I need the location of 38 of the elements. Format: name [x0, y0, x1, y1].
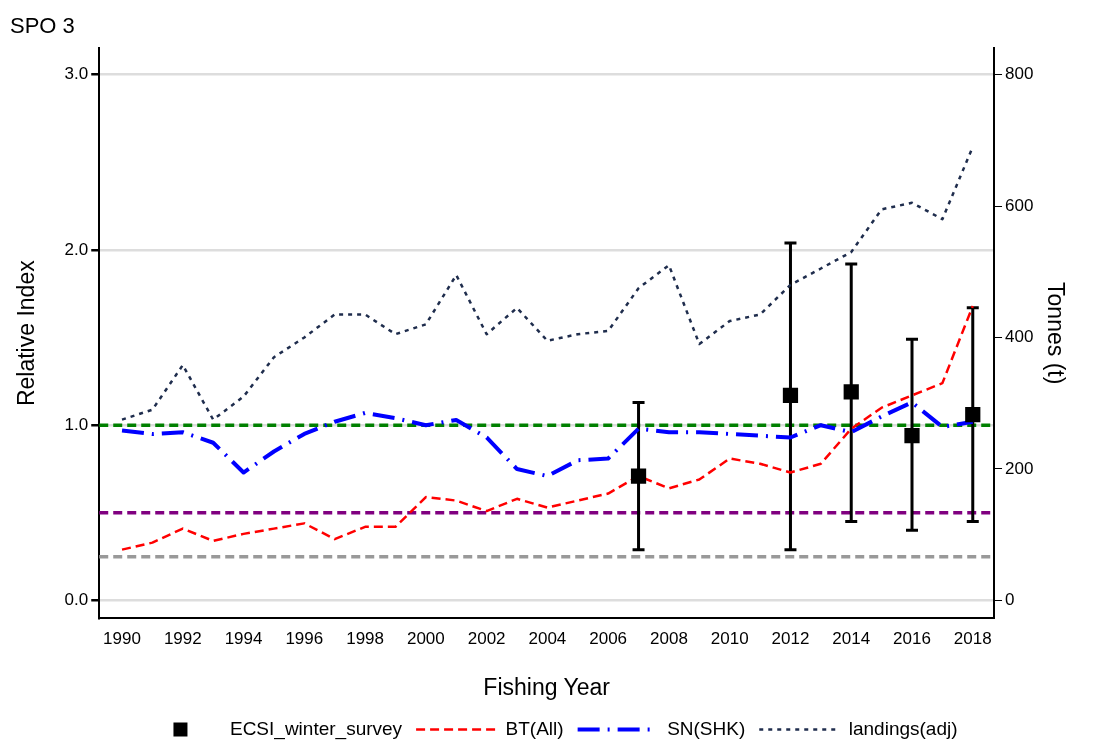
- x-tick-label: 1996: [285, 628, 324, 648]
- y2-tick-label: 400: [1005, 327, 1034, 347]
- x-tick-label: 2000: [406, 628, 445, 648]
- legend-label: BT(All): [505, 717, 564, 739]
- y-tick-label: 2.0: [64, 239, 89, 259]
- x-tick-label: 1992: [163, 628, 202, 648]
- legend-label: SN(SHK): [667, 717, 746, 739]
- x-tick-label: 2006: [589, 628, 628, 648]
- legend-label: landings(adj): [848, 717, 958, 739]
- y-axis-title: Relative Index: [13, 259, 40, 407]
- point: [782, 387, 799, 404]
- y-tick-label: 1.0: [64, 414, 89, 434]
- y2-tick-label: 0: [1005, 589, 1015, 609]
- x-tick-label: 1998: [346, 628, 384, 648]
- point: [630, 468, 647, 484]
- x-tick-label: 2010: [710, 628, 749, 648]
- x-axis-title: Fishing Year: [483, 673, 611, 700]
- x-tick-label: 2018: [953, 628, 992, 648]
- x-tick-label: 2014: [832, 628, 871, 648]
- x-tick-label: 2002: [467, 628, 506, 648]
- x-tick-label: 2004: [528, 628, 567, 648]
- x-tick-label: 2016: [893, 628, 931, 648]
- x-tick-label: 2012: [771, 628, 810, 648]
- y2-tick-label: 600: [1005, 195, 1034, 215]
- x-tick-label: 2008: [650, 628, 688, 648]
- y-tick-label: 3.0: [64, 64, 89, 84]
- legend-label: ECSI_winter_survey: [229, 717, 403, 740]
- y2-tick-label: 200: [1005, 458, 1034, 478]
- point: [965, 407, 981, 423]
- line-series: [120, 304, 975, 551]
- y2-axis-title: Tonnes (t): [1042, 282, 1069, 385]
- x-tick-label: 1994: [224, 628, 263, 648]
- y-tick-label: 0.0: [64, 590, 89, 610]
- chart-title: SPO 3: [10, 13, 75, 39]
- y2-tick-label: 800: [1005, 64, 1034, 84]
- x-tick-label: 1990: [103, 628, 141, 648]
- point: [843, 384, 859, 400]
- point: [904, 428, 920, 444]
